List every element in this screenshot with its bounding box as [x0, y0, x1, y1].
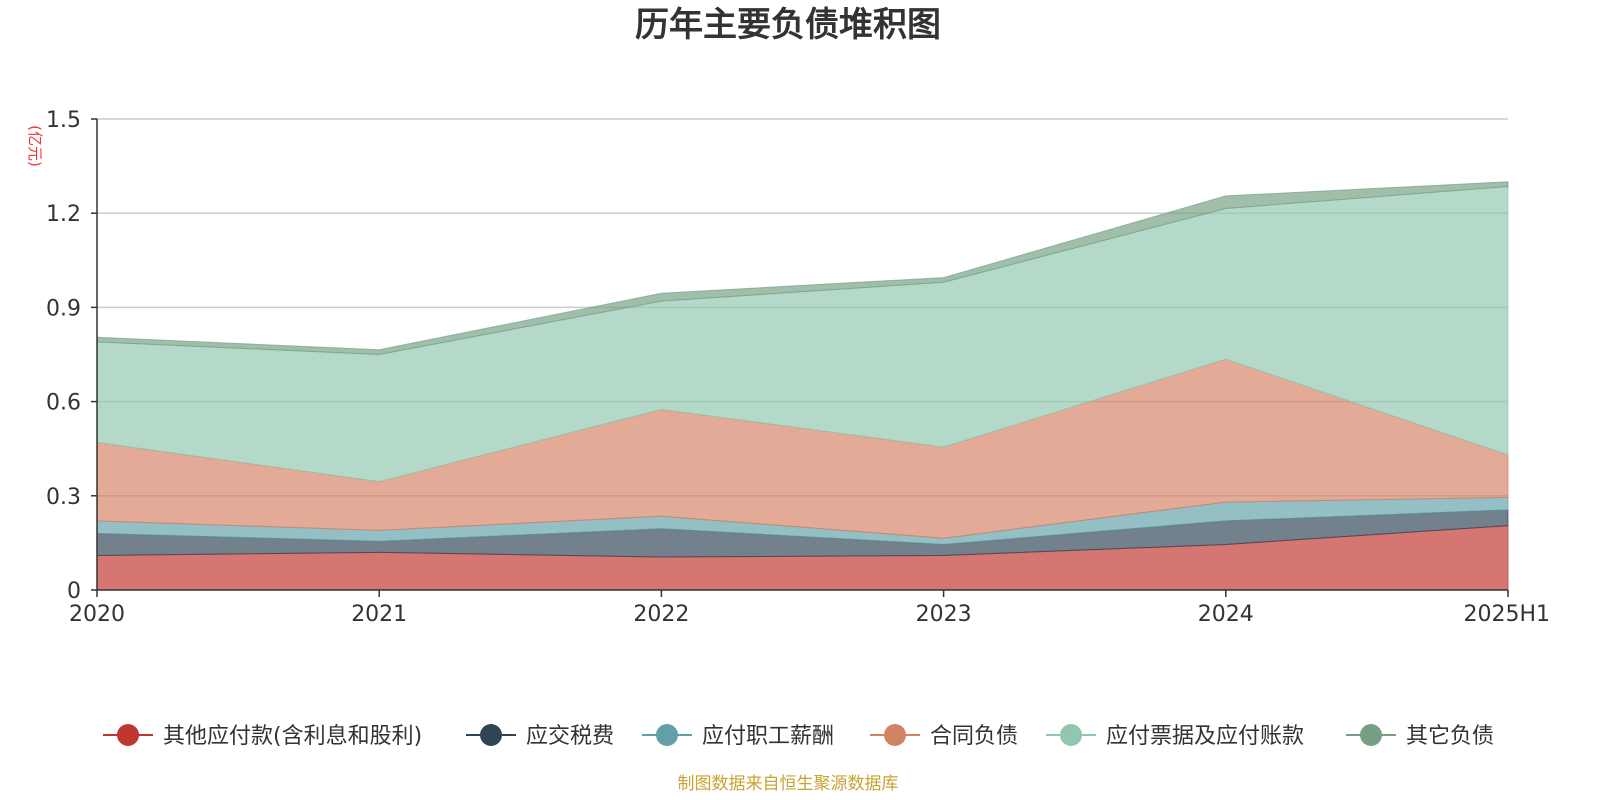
y-tick-label: 0.9	[46, 296, 81, 321]
y-tick-label: 0.3	[46, 485, 81, 510]
source-note: 制图数据来自恒生聚源数据库	[678, 774, 899, 794]
y-tick-label: 0.6	[46, 391, 81, 416]
x-tick-label: 2023	[916, 602, 972, 627]
x-tick-label: 2025H1	[1463, 602, 1550, 627]
legend-label: 其它负债	[1406, 724, 1494, 749]
x-tick-label: 2021	[351, 602, 407, 627]
legend-swatch-dot	[480, 724, 502, 746]
legend-swatch-dot	[1360, 724, 1382, 746]
legend-label: 其他应付款(含利息和股利)	[163, 724, 422, 749]
axes: 0 0.3 0.6 0.9 1.2 1.5 2020 2021 2022 2023 2024 2025…	[46, 108, 1550, 627]
y-tick-label: 0	[67, 579, 81, 604]
area-series-5	[96, 181, 1509, 356]
legend-label: 合同负债	[930, 724, 1018, 749]
legend-swatch-dot	[1060, 724, 1082, 746]
x-tick-label: 2022	[633, 602, 689, 627]
legend-label: 应付票据及应付账款	[1106, 724, 1304, 749]
y-axis-unit: (亿元)	[26, 125, 44, 167]
x-tick-label: 2024	[1198, 602, 1254, 627]
legend-label: 应付职工薪酬	[702, 724, 834, 749]
legend-label: 应交税费	[526, 724, 614, 749]
area-series	[96, 181, 1509, 591]
chart-title: 历年主要负债堆积图	[635, 5, 941, 45]
legend-swatch-dot	[117, 724, 139, 746]
y-tick-label: 1.5	[46, 108, 81, 133]
x-tick-label: 2020	[69, 602, 125, 627]
y-tick-label: 1.2	[46, 202, 81, 227]
legend-swatch-dot	[884, 724, 906, 746]
legend-swatch-dot	[656, 724, 678, 746]
legend: 其他应付款(含利息和股利) 应交税费 应付职工薪酬 合同负债 应付票据及应付账款 其它负债	[103, 724, 1494, 749]
